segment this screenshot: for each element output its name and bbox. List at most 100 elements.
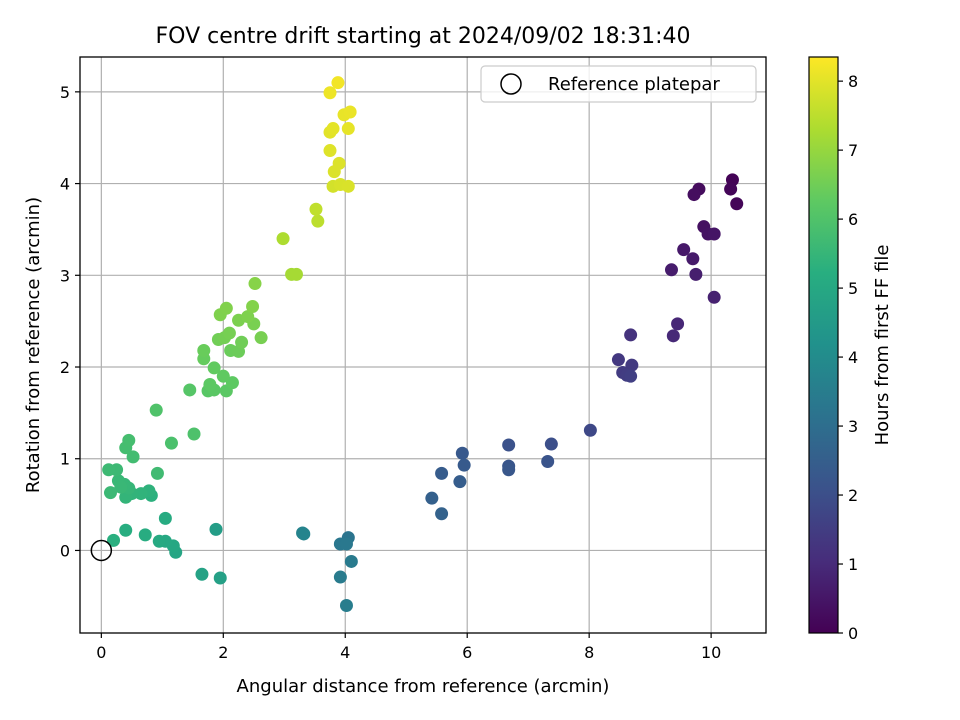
data-point bbox=[455, 446, 469, 460]
data-point bbox=[686, 252, 700, 266]
scatter-points bbox=[102, 76, 744, 612]
data-point bbox=[687, 188, 701, 202]
data-point bbox=[339, 598, 353, 612]
y-axis-label: Rotation from reference (arcmin) bbox=[23, 197, 44, 493]
data-point bbox=[666, 329, 680, 343]
data-point bbox=[624, 328, 638, 342]
x-tick-label: 4 bbox=[340, 643, 350, 662]
y-tick-label: 4 bbox=[60, 175, 70, 194]
data-point bbox=[502, 438, 516, 452]
colorbar-tick-label: 7 bbox=[848, 141, 858, 160]
data-point bbox=[689, 267, 703, 281]
data-point bbox=[158, 511, 172, 525]
data-point bbox=[332, 156, 346, 170]
data-point bbox=[241, 310, 255, 324]
grid bbox=[80, 57, 766, 633]
data-point bbox=[297, 527, 311, 541]
data-point bbox=[126, 450, 140, 464]
colorbar-tick-label: 6 bbox=[848, 210, 858, 229]
data-point bbox=[677, 243, 691, 257]
data-point bbox=[187, 427, 201, 441]
y-tick-label: 2 bbox=[60, 358, 70, 377]
data-point bbox=[333, 570, 347, 584]
data-point bbox=[289, 267, 303, 281]
reference-platepar-marker bbox=[90, 539, 113, 562]
colorbar-label: Hours from first FF file bbox=[872, 245, 893, 446]
x-tick-label: 6 bbox=[462, 643, 472, 662]
y-tick-label: 1 bbox=[60, 450, 70, 469]
data-point bbox=[344, 554, 358, 568]
data-point bbox=[341, 122, 355, 136]
data-point bbox=[207, 361, 221, 375]
data-point bbox=[435, 507, 449, 521]
data-point bbox=[583, 423, 597, 437]
data-point bbox=[222, 326, 236, 340]
data-point bbox=[724, 182, 738, 196]
x-axis-ticks: 0 2 4 6 8 10 bbox=[96, 633, 721, 662]
colorbar-ticks: 0 1 2 3 4 5 6 7 8 bbox=[838, 72, 858, 643]
data-point bbox=[122, 433, 136, 447]
colorbar-gradient bbox=[808, 56, 839, 634]
legend-entry-label: Reference platepar bbox=[548, 74, 720, 95]
data-point bbox=[209, 522, 223, 536]
data-point bbox=[248, 277, 262, 291]
legend: Reference platepar bbox=[480, 65, 757, 103]
axes-frame bbox=[79, 56, 767, 634]
y-axis-ticks: 0 1 2 3 4 5 bbox=[60, 83, 80, 560]
colorbar-tick-label: 5 bbox=[848, 279, 858, 298]
data-point bbox=[149, 403, 163, 417]
data-point bbox=[707, 227, 721, 241]
data-point bbox=[323, 144, 337, 158]
data-point bbox=[453, 475, 467, 489]
data-point bbox=[730, 197, 744, 211]
data-point bbox=[134, 487, 148, 501]
data-point bbox=[119, 523, 133, 537]
data-point bbox=[195, 567, 209, 581]
legend-box bbox=[480, 65, 757, 103]
axes-background bbox=[80, 57, 766, 633]
data-point bbox=[152, 534, 166, 548]
colorbar-tick-label: 2 bbox=[848, 486, 858, 505]
data-point bbox=[103, 486, 117, 500]
x-tick-label: 0 bbox=[96, 643, 106, 662]
legend-reference-marker bbox=[500, 73, 522, 95]
data-point bbox=[425, 491, 439, 505]
data-point bbox=[457, 458, 471, 472]
data-point bbox=[183, 383, 197, 397]
data-point bbox=[219, 301, 233, 315]
data-point bbox=[339, 537, 353, 551]
chart-title: FOV centre drift starting at 2024/09/02 … bbox=[156, 24, 691, 49]
data-point bbox=[624, 369, 638, 383]
colorbar: 0 1 2 3 4 5 6 7 8 Hours from first FF file bbox=[808, 56, 893, 643]
data-point bbox=[323, 86, 337, 100]
y-tick-label: 3 bbox=[60, 266, 70, 285]
colorbar-tick-label: 3 bbox=[848, 417, 858, 436]
data-point bbox=[203, 377, 217, 391]
data-point bbox=[435, 466, 449, 480]
data-point bbox=[343, 105, 357, 119]
colorbar-tick-label: 8 bbox=[848, 72, 858, 91]
data-point bbox=[326, 122, 340, 136]
data-point bbox=[664, 263, 678, 277]
data-point bbox=[138, 528, 152, 542]
data-point bbox=[216, 369, 230, 383]
plot-area: 0 2 4 6 8 10 0 1 2 3 4 5 bbox=[60, 56, 767, 662]
x-tick-label: 8 bbox=[584, 643, 594, 662]
data-point bbox=[150, 466, 164, 480]
data-point bbox=[611, 353, 625, 367]
colorbar-tick-label: 1 bbox=[848, 555, 858, 574]
data-point bbox=[235, 335, 249, 349]
data-point bbox=[625, 358, 639, 372]
data-point bbox=[341, 179, 355, 193]
data-point bbox=[311, 214, 325, 228]
data-point bbox=[671, 317, 685, 331]
y-tick-label: 0 bbox=[60, 541, 70, 560]
data-point bbox=[544, 437, 558, 451]
data-point bbox=[102, 463, 116, 477]
x-tick-label: 10 bbox=[701, 643, 721, 662]
data-point bbox=[197, 344, 211, 358]
data-point bbox=[225, 376, 239, 390]
data-point bbox=[254, 331, 268, 345]
data-point bbox=[331, 76, 345, 90]
x-axis-label: Angular distance from reference (arcmin) bbox=[237, 676, 610, 697]
